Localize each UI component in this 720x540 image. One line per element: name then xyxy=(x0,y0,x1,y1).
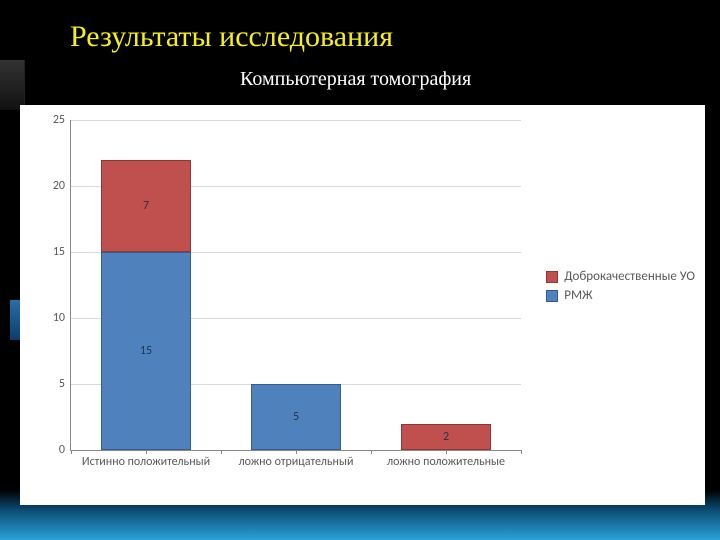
legend-swatch xyxy=(546,271,558,283)
y-tick-label: 5 xyxy=(59,377,65,391)
y-tick-label: 20 xyxy=(53,179,65,193)
bar-segment-benign: 7 xyxy=(101,160,191,252)
x-tick xyxy=(371,450,372,454)
y-tick-label: 15 xyxy=(53,245,65,259)
bar-segment-benign: 2 xyxy=(401,424,491,450)
legend-label: Доброкачественные УО xyxy=(564,269,695,284)
legend-label: РМЖ xyxy=(564,288,592,303)
x-tick xyxy=(296,450,297,454)
x-category-label: ложно положительные xyxy=(376,456,516,470)
legend-item: РМЖ xyxy=(546,288,695,303)
legend-swatch xyxy=(546,290,558,302)
x-tick xyxy=(221,450,222,454)
slide-title: Результаты исследования xyxy=(70,20,393,54)
y-tick-label: 0 xyxy=(59,443,65,457)
x-tick xyxy=(521,450,522,454)
legend-item: Доброкачественные УО xyxy=(546,269,695,284)
x-tick xyxy=(71,450,72,454)
bar-segment-rmz: 15 xyxy=(101,252,191,450)
y-tick-label: 25 xyxy=(53,113,65,127)
bar-data-label: 5 xyxy=(252,410,340,424)
x-category-label: Истинно положительный xyxy=(76,456,216,470)
bar-data-label: 7 xyxy=(102,199,190,213)
chart-container: 0 5 10 15 20 25 15 7 Истинно положительный 5 ложно… xyxy=(20,105,705,505)
slide-subtitle: Компьютерная томография xyxy=(240,68,471,91)
plot-area: 0510152025157Истинно положительный5ложно… xyxy=(70,120,521,451)
bar-data-label: 2 xyxy=(402,430,490,444)
y-tick-label: 10 xyxy=(53,311,65,325)
grid-line xyxy=(71,120,521,121)
x-tick xyxy=(146,450,147,454)
x-category-label: ложно отрицательный xyxy=(226,456,366,470)
bar-data-label: 15 xyxy=(102,344,190,358)
x-tick xyxy=(446,450,447,454)
bar-segment-rmz: 5 xyxy=(251,384,341,450)
legend: Доброкачественные УО РМЖ xyxy=(546,265,695,307)
decorative-bars-left xyxy=(0,60,25,110)
